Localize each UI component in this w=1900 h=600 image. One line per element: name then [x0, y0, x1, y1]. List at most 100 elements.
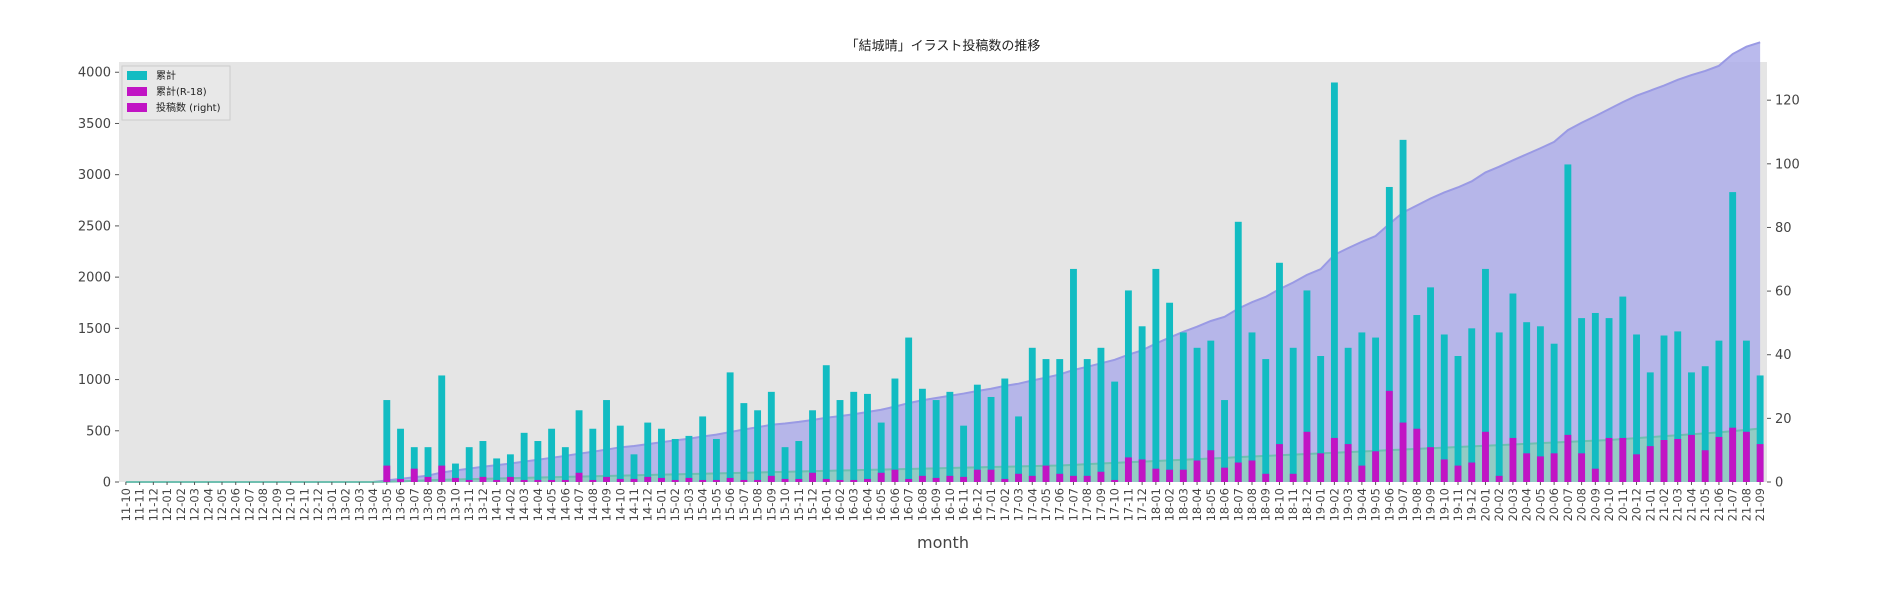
bar-total: [658, 428, 665, 482]
bar-total: [1262, 359, 1270, 482]
bar-total: [493, 458, 501, 482]
bar-total: [1056, 359, 1064, 482]
bar-total: [397, 428, 404, 482]
bar-r18: [548, 479, 556, 482]
bar-r18: [754, 479, 762, 482]
left-tick-label: 3500: [78, 117, 111, 132]
bar-total: [1221, 400, 1228, 482]
bar-total: [644, 422, 652, 482]
bar-r18: [1385, 390, 1393, 482]
bar-total: [1111, 381, 1119, 482]
x-tick-label: 12-12: [311, 488, 325, 521]
bar-r18: [1605, 437, 1613, 482]
legend-swatch-posts: [127, 103, 147, 112]
bar-r18: [1715, 436, 1723, 482]
bar-total: [891, 378, 899, 482]
x-tick-label: 19-06: [1382, 488, 1396, 521]
x-tick-label: 17-12: [1135, 488, 1149, 521]
x-tick-label: 14-12: [641, 488, 655, 521]
x-tick-label: 13-04: [366, 488, 380, 521]
bar-r18: [575, 472, 583, 482]
bar-total: [1646, 372, 1654, 482]
bar-r18: [1688, 434, 1695, 482]
bar-r18: [781, 478, 789, 482]
x-tick-label: 12-06: [229, 488, 243, 521]
bar-total: [1688, 372, 1695, 482]
bar-r18: [1399, 422, 1407, 482]
x-tick-label: 13-07: [407, 488, 421, 521]
x-tick-label: 16-03: [847, 488, 861, 521]
bar-r18: [1042, 465, 1050, 482]
bar-r18: [1468, 462, 1476, 482]
bar-total: [479, 441, 487, 482]
bar-total: [410, 447, 418, 482]
bar-total: [1138, 326, 1146, 482]
bar-layer: [383, 82, 1764, 483]
bar-total: [1413, 315, 1421, 482]
bar-total: [987, 396, 995, 482]
bar-total: [1124, 290, 1132, 482]
bar-total: [740, 403, 748, 482]
bar-total: [1591, 312, 1599, 482]
x-tick-label: 18-10: [1272, 488, 1286, 521]
bar-total: [1001, 378, 1009, 482]
bar-r18: [1317, 453, 1325, 482]
bar-r18: [836, 479, 844, 482]
x-tick-label: 14-01: [490, 488, 504, 521]
x-tick-label: 16-10: [943, 488, 957, 521]
bar-total: [1042, 359, 1050, 482]
bar-r18: [767, 475, 775, 482]
bar-total: [960, 425, 968, 482]
bar-total: [1482, 268, 1489, 482]
bar-r18: [1646, 446, 1654, 482]
bar-total: [1015, 416, 1022, 482]
bar-r18: [973, 469, 981, 482]
bar-r18: [644, 476, 652, 482]
bar-r18: [1523, 453, 1531, 482]
bar-r18: [658, 477, 665, 482]
bar-total: [575, 410, 583, 482]
x-tick-label: 18-03: [1176, 488, 1190, 521]
x-tick-label: 15-09: [764, 488, 778, 521]
x-tick-label: 17-09: [1094, 488, 1108, 521]
x-tick-label: 16-06: [888, 488, 902, 521]
bar-r18: [726, 477, 734, 482]
bar-total: [603, 400, 610, 482]
bar-total: [1330, 82, 1338, 483]
left-tick-label: 1000: [78, 373, 111, 388]
x-tick-label: 14-10: [613, 488, 627, 521]
bar-r18: [850, 479, 858, 482]
x-tick-label: 16-09: [929, 488, 943, 521]
x-tick-label: 21-07: [1726, 488, 1740, 521]
x-tick-label: 11-10: [119, 488, 133, 521]
bar-r18: [616, 478, 624, 482]
x-axis-label: month: [917, 533, 969, 552]
x-tick-label: 13-06: [394, 488, 408, 521]
bar-total: [1317, 356, 1325, 482]
x-tick-label: 17-11: [1121, 488, 1135, 521]
x-tick-label: 12-07: [242, 488, 256, 521]
bar-total: [1715, 340, 1723, 482]
x-tick-label: 19-08: [1410, 488, 1424, 521]
bar-total: [1756, 375, 1764, 482]
x-tick-label: 12-11: [297, 488, 311, 521]
bar-r18: [1207, 450, 1215, 482]
bar-total: [1660, 335, 1668, 482]
bar-r18: [493, 479, 501, 482]
x-tick-label: 18-12: [1300, 488, 1314, 521]
x-tick-label: 15-08: [751, 488, 765, 521]
bar-r18: [1358, 465, 1366, 482]
bar-total: [1083, 359, 1091, 482]
bar-r18: [1083, 475, 1091, 482]
bar-r18: [1262, 473, 1270, 482]
right-tick-label: 20: [1775, 412, 1792, 427]
bar-r18: [1536, 456, 1544, 482]
bar-total: [465, 447, 473, 482]
x-tick-label: 19-04: [1355, 488, 1369, 521]
bar-r18: [1701, 450, 1709, 482]
bar-total: [795, 441, 803, 482]
x-tick-label: 21-08: [1739, 488, 1753, 521]
bar-total: [1564, 164, 1572, 482]
x-tick-label: 15-02: [668, 488, 682, 521]
